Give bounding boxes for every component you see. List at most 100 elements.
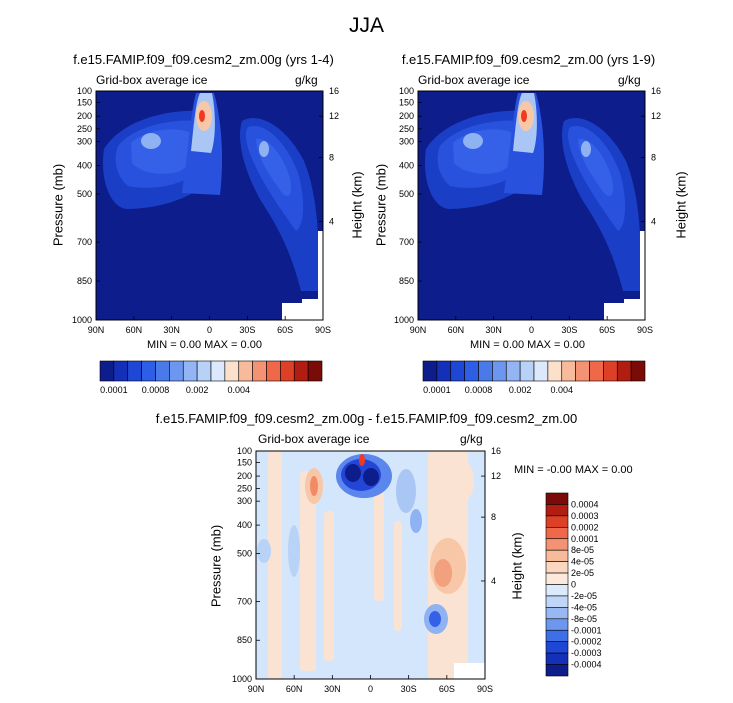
y-tick-label-right: 16 (651, 86, 661, 96)
colorbar-swatch (545, 492, 569, 505)
y-tick-label: 300 (399, 136, 414, 146)
y-tick-label-right: 8 (491, 512, 496, 522)
y-tick-label: 250 (237, 484, 252, 494)
colorbar-swatch (478, 360, 493, 382)
negative-anomaly (257, 539, 271, 563)
colorbar-swatch (545, 549, 569, 562)
y-tick-label-right: 4 (651, 217, 656, 227)
x-tick-label: 90S (637, 325, 653, 335)
negative-anomaly-core (345, 464, 361, 482)
colorbar-swatch (127, 360, 142, 382)
y-tick-label: 850 (77, 276, 92, 286)
topography-mask (282, 303, 302, 320)
topography-mask (604, 303, 624, 320)
colorbar-swatch (545, 664, 569, 677)
panel-title: f.e15.FAMIP.f09_f09.cesm2_zm.00 (yrs 1-9… (401, 52, 656, 67)
panel-subtitle: Grid-box average ice (418, 73, 530, 87)
sh-lobe-core (581, 141, 591, 157)
y-tick-label: 1000 (232, 674, 252, 684)
panel-units: g/kg (460, 432, 483, 446)
y-tick-label-right: 16 (329, 86, 339, 96)
y-tick-label: 850 (237, 635, 252, 645)
min-max-label: MIN = 0.00 MAX = 0.00 (147, 339, 262, 351)
colorbar-swatch (99, 360, 115, 382)
colorbar-swatch (224, 360, 240, 382)
y-axis-label: Pressure (mb) (373, 163, 389, 247)
colorbar-swatch (545, 618, 569, 631)
y-tick-label: 500 (237, 549, 252, 559)
panel-title: f.e15.FAMIP.f09_f09.cesm2_zm.00g (yrs 1-… (73, 52, 334, 67)
colorbar-swatch (545, 504, 569, 517)
x-tick-label: 30S (239, 325, 255, 335)
colorbar-label: 0.0008 (142, 385, 170, 395)
colorbar-swatch (492, 360, 507, 382)
y-tick-label: 200 (399, 111, 414, 121)
positive-anomaly (438, 456, 474, 506)
colorbar-label: -0.0001 (571, 625, 602, 635)
nh-lobe-core (463, 133, 483, 149)
colorbar-swatch (545, 515, 569, 528)
panel-subtitle: Grid-box average ice (96, 73, 208, 87)
colorbar-swatch (450, 360, 465, 382)
x-tick-label: 30N (163, 325, 180, 335)
colorbar-swatch (293, 360, 309, 382)
colorbar-swatch (196, 360, 212, 382)
colorbar-swatch (464, 360, 479, 382)
colorbar-swatch (436, 360, 452, 382)
colorbar-label: 8e-05 (571, 545, 594, 555)
colorbar-swatch (505, 360, 521, 382)
y-axis-label: Pressure (mb) (50, 163, 66, 247)
positive-anomaly-band (394, 521, 402, 631)
colorbar-swatch (545, 595, 569, 608)
y-tick-label: 100 (237, 446, 252, 456)
y-tick-label-right: 16 (491, 446, 501, 456)
colorbar-swatch (155, 360, 170, 382)
topography-mask (454, 663, 485, 679)
y-tick-label: 100 (77, 86, 92, 96)
x-tick-label: 30N (485, 325, 502, 335)
y-tick-label: 100 (399, 86, 414, 96)
sh-lobe-core (259, 141, 269, 157)
colorbar-label: 0.002 (509, 385, 532, 395)
x-tick-label: 0 (368, 684, 373, 694)
colorbar-swatch (603, 360, 618, 382)
positive-anomaly-band (324, 511, 334, 661)
y-tick-label: 1000 (394, 315, 414, 325)
y-tick-label-right: 8 (329, 152, 334, 162)
colorbar-label: -8e-05 (571, 614, 597, 624)
panel-subtitle: Grid-box average ice (258, 432, 370, 446)
colorbar-label: 0 (571, 580, 576, 590)
contour-fills (96, 91, 323, 320)
min-max-label: MIN = 0.00 MAX = 0.00 (470, 339, 585, 351)
colorbar-swatch (575, 360, 590, 382)
y-tick-label: 850 (399, 276, 414, 286)
colorbar-swatch (266, 360, 281, 382)
colorbar-swatch (616, 360, 632, 382)
colorbar-swatch (545, 572, 569, 585)
y-tick-label: 150 (237, 457, 252, 467)
topography-mask (318, 231, 323, 301)
panel-title: f.e15.FAMIP.f09_f09.cesm2_zm.00g - f.e15… (155, 411, 578, 426)
colorbar-label: 0.004 (227, 385, 250, 395)
colorbar-swatch (533, 360, 549, 382)
colorbar-swatch (182, 360, 198, 382)
y-axis-label-right: Height (km) (673, 171, 689, 239)
negative-anomaly-core (363, 468, 379, 486)
y-tick-label-right: 12 (329, 111, 339, 121)
colorbar-label: -4e-05 (571, 602, 597, 612)
colorbar-swatch (547, 360, 563, 382)
x-tick-label: 90N (410, 325, 427, 335)
negative-anomaly (396, 469, 416, 513)
colorbar-swatch (545, 652, 569, 665)
y-tick-label: 700 (237, 596, 252, 606)
positive-anomaly-band (300, 471, 316, 671)
positive-anomaly-core (359, 454, 365, 466)
colorbar-label: 0.004 (550, 385, 573, 395)
colorbar-label: 4e-05 (571, 557, 594, 567)
negative-anomaly-core (429, 611, 441, 627)
nh-lobe-core (141, 133, 161, 149)
colorbar-swatch (630, 360, 646, 382)
y-tick-label-right: 12 (491, 471, 501, 481)
y-tick-label: 500 (77, 189, 92, 199)
